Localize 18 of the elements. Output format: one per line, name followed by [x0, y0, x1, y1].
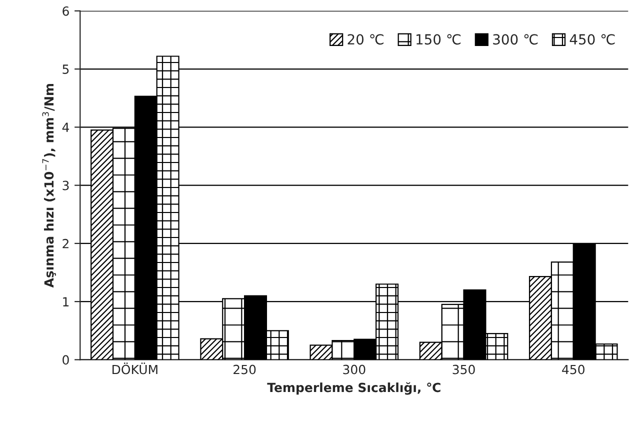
legend-label: 300 ℃ — [493, 34, 538, 45]
x-tick-label: 450 — [562, 364, 584, 374]
y-tick-label: 6 — [62, 6, 69, 16]
y-tick-label: 5 — [62, 64, 69, 74]
legend-label: 450 ℃ — [570, 34, 615, 45]
y-tick-label: 0 — [62, 355, 69, 365]
y-tick-label: 1 — [63, 297, 69, 306]
legend-label: 150 ℃ — [416, 34, 461, 45]
x-tick-label: 300 — [343, 364, 366, 374]
y-tick-label: 4 — [62, 122, 70, 132]
y-tick-label: 2 — [62, 238, 68, 248]
y-tick-label: 3 — [62, 180, 69, 190]
x-axis-title: Temperleme Sıcaklığı, ℃ — [267, 382, 440, 395]
x-tick-label: DÖKÜM — [112, 362, 158, 374]
x-tick-label: 350 — [452, 364, 475, 374]
y-axis-title: Aşınma hızı (x10$^{−7}$), mm$^{3}$/Nm — [42, 84, 56, 288]
x-tick-label: 250 — [234, 364, 256, 374]
legend-label: 20 ℃ — [348, 34, 384, 45]
